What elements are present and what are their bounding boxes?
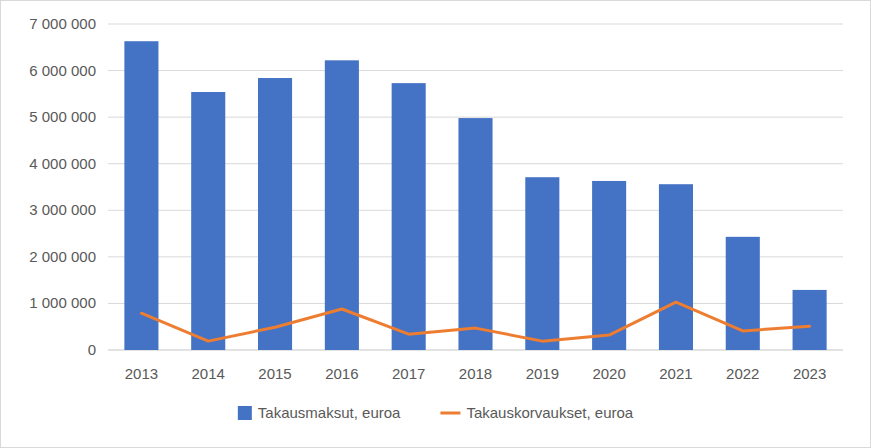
y-tick-label: 7 000 000	[29, 15, 96, 32]
bar	[793, 290, 827, 350]
grid-line	[108, 24, 843, 25]
grid-line	[108, 70, 843, 71]
x-tick-label: 2020	[592, 365, 625, 382]
x-tick-label: 2019	[526, 365, 559, 382]
marks	[124, 41, 826, 350]
x-tick-label: 2014	[192, 365, 225, 382]
x-tick-label: 2016	[325, 365, 358, 382]
bar	[392, 83, 426, 350]
bar	[258, 78, 292, 350]
bar	[124, 41, 158, 350]
y-tick-label: 4 000 000	[29, 155, 96, 172]
line	[141, 302, 809, 341]
chart-border	[1, 1, 871, 448]
x-tick-label: 2017	[392, 365, 425, 382]
x-tick-label: 2021	[659, 365, 692, 382]
legend-label: Takauskorvaukset, euroa	[466, 404, 633, 421]
x-tick-label: 2013	[125, 365, 158, 382]
bar	[726, 237, 760, 350]
x-tick-label: 2023	[793, 365, 826, 382]
x-tick-label: 2015	[258, 365, 291, 382]
bar	[659, 184, 693, 350]
y-tick-label: 6 000 000	[29, 62, 96, 79]
y-tick-label: 0	[88, 341, 96, 358]
bar	[592, 181, 626, 350]
bar	[191, 92, 225, 350]
bar	[525, 177, 559, 350]
legend-swatch	[238, 406, 252, 420]
legend: Takausmaksut, euroa Takauskorvaukset, eur…	[238, 404, 634, 421]
legend-label: Takausmaksut, euroa	[258, 404, 401, 421]
y-tick-label: 3 000 000	[29, 201, 96, 218]
legend-swatch	[440, 412, 460, 415]
x-tick-label: 2022	[726, 365, 759, 382]
y-tick-label: 1 000 000	[29, 294, 96, 311]
x-tick-label: 2018	[459, 365, 492, 382]
bar	[458, 118, 492, 350]
y-tick-label: 2 000 000	[29, 248, 96, 265]
bar	[325, 60, 359, 350]
y-tick-label: 5 000 000	[29, 108, 96, 125]
chart: 0 1 000 000 2 000 000 3 000 000 4 000 000 5 0…	[0, 0, 871, 448]
